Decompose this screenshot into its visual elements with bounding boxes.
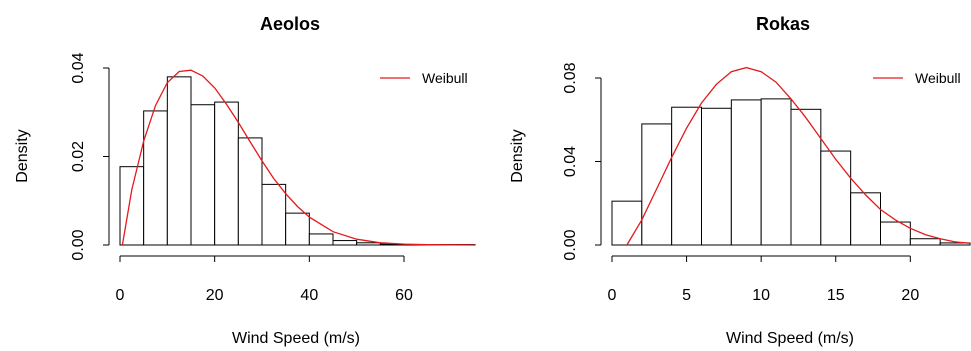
x-tick-label: 15 (827, 287, 845, 304)
y-tick-label: 0.02 (70, 141, 87, 172)
y-tick-label: 0.00 (562, 229, 579, 260)
histogram-bar (190, 104, 216, 246)
panel-rokas: Rokas 0 5 10 15 20 0.00 0.04 0.08 Wind Speed (m/s… (509, 14, 971, 347)
histogram-bar (790, 108, 822, 246)
histogram-bar (701, 107, 732, 246)
histogram-bar (850, 192, 882, 246)
histogram-bar (671, 106, 703, 246)
histogram-bar (730, 99, 762, 246)
x-tick-label: 20 (901, 287, 919, 304)
weibull-curve (121, 69, 476, 246)
histogram-bar (285, 212, 310, 246)
chart1-x-axis-label: Wind Speed (m/s) (726, 330, 854, 347)
x-tick-label: 5 (682, 287, 691, 304)
chart1-title: Rokas (756, 14, 810, 34)
histogram-bar (939, 242, 971, 246)
chart0-x-axis-label: Wind Speed (m/s) (232, 330, 360, 347)
chart1-y-axis-label: Density (509, 129, 526, 182)
y-tick-label: 0.08 (562, 62, 579, 93)
histogram-bar (820, 150, 852, 246)
histogram-bar (214, 101, 239, 246)
histogram-bar (166, 76, 192, 246)
histogram-bar (119, 166, 145, 246)
x-tick-label: 60 (395, 287, 413, 304)
histogram-bar (611, 200, 643, 246)
histogram-bar (641, 123, 673, 246)
histogram-bar (909, 238, 941, 246)
weibull-curve (626, 66, 971, 246)
x-tick-label: 0 (608, 287, 617, 304)
histogram-bar (261, 183, 287, 246)
histogram-bar (332, 240, 358, 246)
x-tick-label: 10 (752, 287, 770, 304)
y-tick-label: 0.04 (562, 146, 579, 177)
legend-label: Weibull (422, 70, 468, 86)
histogram-bar (308, 233, 334, 246)
y-tick-label: 0.04 (70, 52, 87, 83)
histogram-bar (356, 242, 381, 246)
x-tick-label: 20 (206, 287, 224, 304)
chart0-y-axis-label: Density (14, 129, 31, 182)
x-tick-label: 0 (116, 287, 125, 304)
panel-aeolos: Aeolos 0 20 40 60 0.00 0.02 0.04 Wind Speed (m/s… (14, 14, 476, 347)
chart0-title: Aeolos (260, 14, 320, 34)
histogram-bar (760, 98, 792, 246)
x-tick-label: 40 (300, 287, 318, 304)
legend-label: Weibull (915, 70, 961, 86)
histogram-bar (880, 221, 911, 246)
y-tick-label: 0.00 (70, 229, 87, 260)
